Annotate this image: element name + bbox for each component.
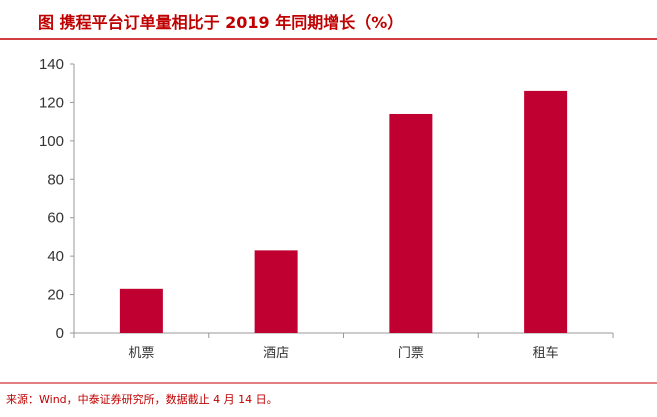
x-category-label: 机票 [128, 346, 154, 361]
bar-2 [254, 250, 298, 333]
y-tick-label: 0 [56, 325, 64, 342]
y-tick-label: 20 [47, 287, 64, 304]
chart-title: 图 携程平台订单量相比于 2019 年同期增长（%） [38, 13, 403, 32]
bar-4 [524, 90, 568, 334]
x-category-label: 门票 [398, 346, 424, 361]
y-tick-label: 60 [47, 210, 64, 227]
x-category-label: 租车 [533, 345, 559, 361]
bar-3 [389, 113, 433, 333]
y-tick-label: 40 [47, 248, 64, 265]
source-note: 来源：Wind，中泰证券研究所，数据截止 4 月 14 日。 [6, 392, 278, 406]
plot-area: 0 20 40 60 80 100 120 140 机票 酒店 门票 租车 [39, 56, 614, 361]
y-tick-label: 100 [39, 133, 64, 150]
x-category-label: 酒店 [263, 346, 289, 361]
y-tick-label: 80 [47, 171, 64, 188]
y-tick-label: 120 [39, 94, 64, 111]
bar-1 [119, 288, 163, 333]
y-tick-label: 140 [39, 56, 64, 73]
